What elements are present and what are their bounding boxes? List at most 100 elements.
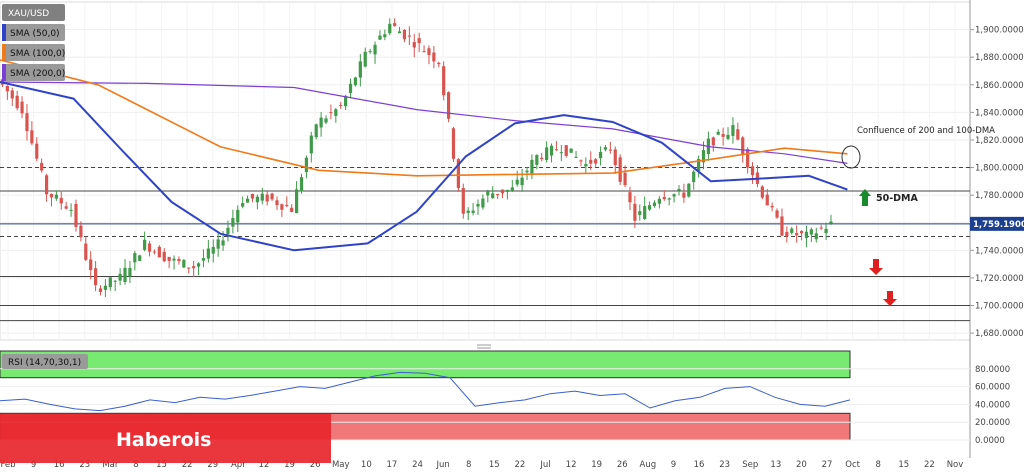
candle-body [79, 225, 83, 238]
candle-body [559, 152, 563, 154]
candle-body [172, 258, 176, 261]
candle-body [383, 34, 387, 38]
candle-body [201, 258, 206, 261]
time-tick-label: 8 [466, 460, 471, 470]
candle-body [206, 248, 210, 259]
symbol-badge[interactable]: XAU/USD [2, 4, 65, 21]
candle-body [638, 211, 642, 215]
indicator-badge-sma200[interactable]: SMA (200,0) [2, 64, 65, 81]
candle-body [93, 268, 98, 285]
price-tick-label: 1,800.0000 [975, 164, 1024, 174]
candle-body [138, 255, 142, 261]
candle-body [143, 239, 147, 250]
candle-body [363, 51, 367, 67]
horizontal-levels [0, 167, 970, 322]
candle-body [545, 147, 549, 161]
price-tick-label: 1,780.0000 [975, 191, 1024, 201]
sma50-label: SMA (50,0) [10, 29, 60, 39]
annotation-confluence: Confluence of 200 and 100-DMA [857, 126, 995, 136]
watermark-text: Haberois [116, 429, 211, 451]
candle-body [795, 233, 799, 236]
rsi-badge [2, 354, 88, 369]
candle-body [40, 162, 44, 171]
candle-body [682, 192, 686, 198]
candle-body [628, 192, 632, 203]
time-tick-label: 9 [671, 460, 676, 470]
pane-resize-handle[interactable] [477, 344, 491, 349]
candle-body [466, 210, 470, 213]
price-tick-label: 1,720.0000 [975, 274, 1024, 284]
candle-body [701, 150, 706, 163]
candle-body [672, 194, 676, 197]
indicator-badge-sma100[interactable]: SMA (100,0) [2, 44, 65, 61]
candle-body [471, 210, 475, 213]
candle-body [461, 188, 465, 214]
candle-body [505, 189, 510, 192]
candles [0, 18, 833, 298]
candle-body [167, 256, 171, 261]
candle-body [35, 143, 39, 159]
candle-body [295, 189, 299, 214]
price-tick-label: 1,900.0000 [975, 26, 1024, 36]
candle-body [736, 129, 740, 140]
candle-body [388, 23, 392, 34]
candle-body [486, 191, 490, 196]
candle-body [417, 38, 421, 44]
time-tick-label: Nov [947, 460, 964, 470]
price-pane-frame [0, 1, 971, 341]
candle-body [809, 229, 813, 235]
current-price-label: 1,759.1900 [973, 220, 1024, 230]
candle-body [500, 189, 505, 194]
candle-body [643, 206, 647, 219]
time-tick-label: 27 [822, 460, 833, 470]
candle-body [236, 209, 240, 223]
candle-body [579, 160, 583, 162]
candle-body [280, 204, 284, 210]
candle-body [30, 130, 34, 144]
grid [0, 0, 971, 458]
candle-body [770, 205, 774, 208]
time-tick-label: 22 [924, 460, 935, 470]
candle-body [402, 29, 407, 40]
candle-body [829, 221, 833, 224]
candle-body [54, 194, 58, 199]
time-tick-label: 26 [617, 460, 628, 470]
candle-body [412, 42, 416, 48]
up-arrow-icon [859, 189, 871, 206]
candle-body [824, 228, 828, 234]
candle-body [608, 149, 612, 151]
time-tick-label: Mar [102, 460, 119, 470]
candle-body [814, 233, 818, 240]
moving-averages [0, 59, 848, 252]
candle-body [5, 85, 9, 92]
price-tick-label: 1,740.0000 [975, 246, 1024, 256]
candle-body [804, 231, 809, 238]
candle-body [339, 105, 343, 107]
candle-body [69, 209, 73, 211]
candle-body [378, 35, 382, 40]
time-tick-label: 22 [182, 460, 193, 470]
symbol-label: XAU/USD [8, 9, 49, 19]
candle-body [299, 177, 304, 192]
time-tick-label: 19 [284, 460, 295, 470]
price-tick-label: 1,680.0000 [975, 329, 1024, 339]
time-tick-label: May [332, 460, 350, 470]
candle-body [760, 186, 764, 198]
sma100-label: SMA (100,0) [10, 49, 65, 59]
candle-body [427, 48, 431, 56]
candle-body [799, 231, 804, 234]
candle-body [285, 205, 289, 207]
candle-body [226, 227, 230, 235]
candle-body [133, 253, 137, 263]
time-tick-label: 13 [770, 460, 781, 470]
candle-body [44, 175, 49, 195]
candle-body [422, 51, 426, 53]
candle-body [540, 157, 544, 160]
candle-body [731, 125, 735, 136]
sma100-color-swatch [2, 44, 6, 61]
indicator-badge-sma50[interactable]: SMA (50,0) [2, 24, 65, 41]
candle-body [196, 263, 201, 267]
candle-body [368, 51, 372, 53]
candle-body [290, 207, 294, 212]
